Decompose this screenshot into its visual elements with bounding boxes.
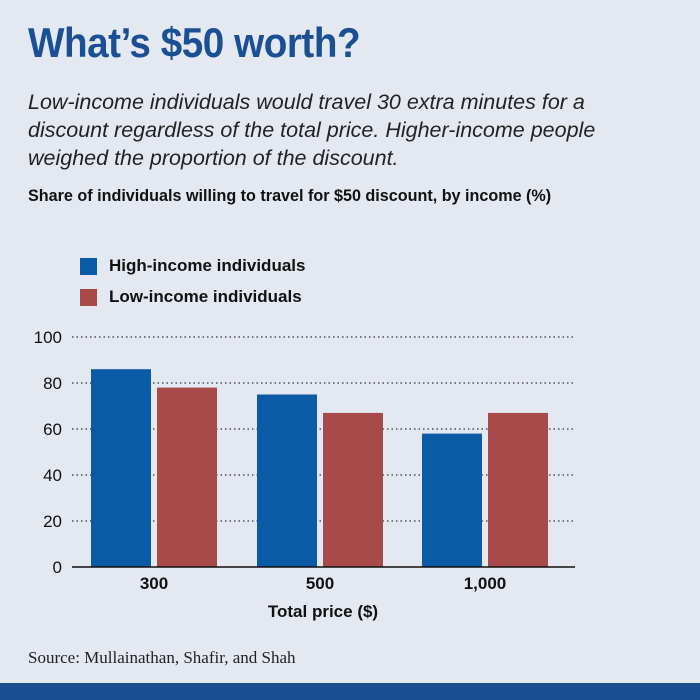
y-tick-label-0: 0	[53, 558, 62, 577]
chart-title: Share of individuals willing to travel f…	[28, 186, 552, 205]
bar-low-income-1	[323, 412, 383, 567]
bar-chart: 0 20 40 60 80 100 300 500 1,000 Total price ($)	[34, 328, 575, 621]
bar-low-income-0	[157, 387, 217, 567]
source-note: Source: Mullainathan, Shafir, and Shah	[28, 648, 296, 667]
y-tick-label-80: 80	[43, 374, 62, 393]
legend-swatch-high-income	[80, 257, 97, 275]
chart-subtitle: Low-income individuals would travel 30 e…	[28, 90, 596, 170]
legend: High-income individuals Low-income indiv…	[80, 255, 305, 317]
x-axis-label: Total price ($)	[268, 602, 378, 621]
x-tick-label-1: 500	[306, 574, 334, 593]
legend-item-high-income: High-income individuals	[80, 255, 305, 277]
legend-label-low-income: Low-income individuals	[109, 287, 302, 306]
legend-item-low-income: Low-income individuals	[80, 286, 305, 308]
legend-swatch-low-income	[80, 288, 97, 306]
x-tick-label-0: 300	[140, 574, 168, 593]
y-tick-label-60: 60	[43, 420, 62, 439]
chart-headline: What’s $50 worth?	[28, 19, 361, 66]
bottom-bar	[0, 683, 700, 700]
bar-high-income-0	[91, 369, 151, 567]
y-tick-label-40: 40	[43, 466, 62, 485]
legend-label-high-income: High-income individuals	[109, 256, 306, 275]
bar-high-income-1	[257, 394, 317, 567]
y-tick-label-20: 20	[43, 512, 62, 531]
y-tick-label-100: 100	[34, 328, 62, 347]
x-tick-label-2: 1,000	[464, 574, 507, 593]
bar-low-income-2	[488, 412, 548, 567]
bar-high-income-2	[422, 433, 482, 567]
